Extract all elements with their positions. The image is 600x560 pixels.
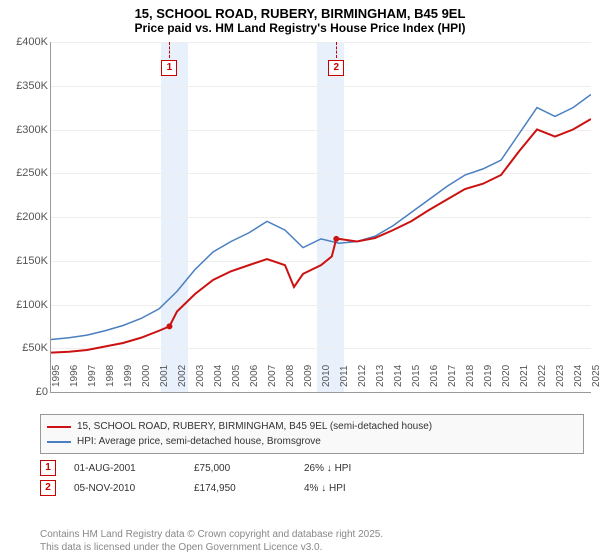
x-axis-label: 2008 bbox=[285, 365, 296, 387]
y-axis-label: £300K bbox=[3, 124, 48, 136]
x-axis-label: 2006 bbox=[249, 365, 260, 387]
event-marker-2: 2 bbox=[40, 480, 56, 496]
event-date-2: 05-NOV-2010 bbox=[74, 483, 194, 494]
x-axis-label: 1997 bbox=[87, 365, 98, 387]
legend-label-1: 15, SCHOOL ROAD, RUBERY, BIRMINGHAM, B45… bbox=[77, 421, 432, 432]
x-axis-label: 2003 bbox=[195, 365, 206, 387]
legend-label-2: HPI: Average price, semi-detached house,… bbox=[77, 436, 321, 447]
chart-title-line2: Price paid vs. HM Land Registry's House … bbox=[0, 21, 600, 35]
chart-svg bbox=[51, 42, 591, 392]
x-axis-label: 2004 bbox=[213, 365, 224, 387]
x-axis-label: 2023 bbox=[555, 365, 566, 387]
x-axis-label: 2015 bbox=[411, 365, 422, 387]
x-axis-label: 2012 bbox=[357, 365, 368, 387]
series-line bbox=[51, 119, 591, 353]
event-marker-1: 1 bbox=[40, 460, 56, 476]
marker-line bbox=[169, 42, 170, 58]
chart-area: £0£50K£100K£150K£200K£250K£300K£350K£400… bbox=[50, 42, 591, 393]
x-axis-label: 2014 bbox=[393, 365, 404, 387]
x-axis-label: 2018 bbox=[465, 365, 476, 387]
y-axis-label: £50K bbox=[3, 342, 48, 354]
x-axis-label: 1999 bbox=[123, 365, 134, 387]
x-axis-label: 2020 bbox=[501, 365, 512, 387]
x-axis-label: 2009 bbox=[303, 365, 314, 387]
marker-box: 2 bbox=[328, 60, 344, 76]
y-axis-label: £100K bbox=[3, 299, 48, 311]
attribution-line-1: Contains HM Land Registry data © Crown c… bbox=[40, 528, 383, 541]
legend-row-2: HPI: Average price, semi-detached house,… bbox=[47, 434, 577, 449]
x-axis-label: 2017 bbox=[447, 365, 458, 387]
event-hpi-1: 26% ↓ HPI bbox=[304, 463, 351, 474]
marker-line bbox=[336, 42, 337, 58]
x-axis-label: 2022 bbox=[537, 365, 548, 387]
x-axis-label: 2024 bbox=[573, 365, 584, 387]
x-axis-label: 2007 bbox=[267, 365, 278, 387]
marker-dot bbox=[333, 236, 339, 242]
event-row-2: 2 05-NOV-2010 £174,950 4% ↓ HPI bbox=[40, 478, 351, 498]
y-axis-label: £0 bbox=[3, 386, 48, 398]
legend-box: 15, SCHOOL ROAD, RUBERY, BIRMINGHAM, B45… bbox=[40, 414, 584, 454]
event-row-1: 1 01-AUG-2001 £75,000 26% ↓ HPI bbox=[40, 458, 351, 478]
events-table: 1 01-AUG-2001 £75,000 26% ↓ HPI 2 05-NOV… bbox=[40, 458, 351, 498]
attribution: Contains HM Land Registry data © Crown c… bbox=[40, 528, 383, 554]
event-price-2: £174,950 bbox=[194, 483, 304, 494]
x-axis-label: 2001 bbox=[159, 365, 170, 387]
x-axis-label: 1996 bbox=[69, 365, 80, 387]
chart-title-line1: 15, SCHOOL ROAD, RUBERY, BIRMINGHAM, B45… bbox=[0, 0, 600, 21]
y-axis-label: £250K bbox=[3, 167, 48, 179]
event-price-1: £75,000 bbox=[194, 463, 304, 474]
x-axis-label: 2016 bbox=[429, 365, 440, 387]
legend-swatch-1 bbox=[47, 426, 71, 428]
y-axis-label: £350K bbox=[3, 80, 48, 92]
attribution-line-2: This data is licensed under the Open Gov… bbox=[40, 541, 383, 554]
x-axis-label: 2000 bbox=[141, 365, 152, 387]
y-axis-label: £400K bbox=[3, 36, 48, 48]
y-axis-label: £200K bbox=[3, 211, 48, 223]
marker-dot bbox=[166, 323, 172, 329]
x-axis-label: 2019 bbox=[483, 365, 494, 387]
legend-swatch-2 bbox=[47, 441, 71, 443]
event-date-1: 01-AUG-2001 bbox=[74, 463, 194, 474]
y-axis-label: £150K bbox=[3, 255, 48, 267]
series-line bbox=[51, 95, 591, 340]
x-axis-label: 2010 bbox=[321, 365, 332, 387]
marker-box: 1 bbox=[161, 60, 177, 76]
x-axis-label: 2013 bbox=[375, 365, 386, 387]
x-axis-label: 2025 bbox=[591, 365, 600, 387]
x-axis-label: 2021 bbox=[519, 365, 530, 387]
x-axis-label: 2005 bbox=[231, 365, 242, 387]
legend-row-1: 15, SCHOOL ROAD, RUBERY, BIRMINGHAM, B45… bbox=[47, 419, 577, 434]
x-axis-label: 1995 bbox=[51, 365, 62, 387]
event-hpi-2: 4% ↓ HPI bbox=[304, 483, 346, 494]
x-axis-label: 1998 bbox=[105, 365, 116, 387]
x-axis-label: 2002 bbox=[177, 365, 188, 387]
x-axis-label: 2011 bbox=[339, 365, 350, 387]
